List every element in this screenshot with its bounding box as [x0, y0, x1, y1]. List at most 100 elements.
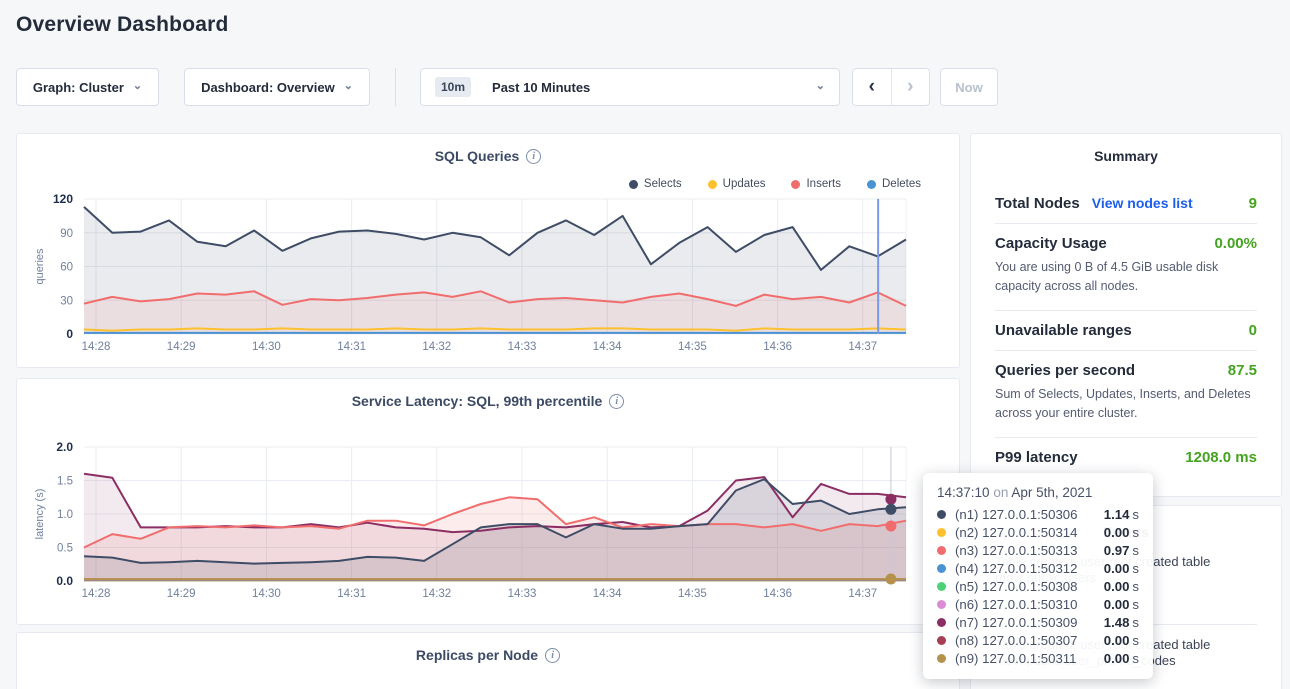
- chart-title: SQL Queries: [435, 148, 520, 164]
- summary-row-total-nodes: Total Nodes View nodes list 9: [995, 184, 1257, 223]
- svg-text:14:35: 14:35: [678, 341, 707, 353]
- capacity-value: 0.00%: [1214, 235, 1257, 252]
- svg-text:14:30: 14:30: [252, 588, 281, 600]
- unavailable-ranges-value: 0: [1249, 322, 1257, 339]
- chevron-down-icon: ⌄: [816, 81, 825, 92]
- summary-row-unavailable: Unavailable ranges 0: [995, 310, 1257, 350]
- view-nodes-list-link[interactable]: View nodes list: [1092, 195, 1193, 211]
- svg-text:14:30: 14:30: [252, 341, 281, 353]
- svg-text:14:37: 14:37: [848, 341, 877, 353]
- series-dot-icon: [937, 528, 946, 537]
- tooltip-row: (n2) 127.0.0.1:50314 0.00s: [937, 523, 1139, 541]
- series-dot-icon: [937, 546, 946, 555]
- tooltip-row: (n4) 127.0.0.1:50312 0.00s: [937, 559, 1139, 577]
- svg-text:14:31: 14:31: [337, 588, 366, 600]
- chart-hover-tooltip: 14:37:10 on Apr 5th, 2021 (n1) 127.0.0.1…: [923, 473, 1153, 679]
- svg-text:1.0: 1.0: [57, 509, 73, 521]
- summary-panel: Summary Total Nodes View nodes list 9 Ca…: [970, 133, 1282, 497]
- chart-title: Service Latency: SQL, 99th percentile: [352, 393, 603, 409]
- svg-text:14:34: 14:34: [593, 341, 622, 353]
- now-button[interactable]: Now: [940, 68, 998, 106]
- chart-title: Replicas per Node: [416, 647, 538, 663]
- qps-value: 87.5: [1228, 362, 1257, 379]
- unavailable-ranges-label: Unavailable ranges: [995, 322, 1132, 339]
- svg-text:0.5: 0.5: [57, 543, 73, 555]
- sql-queries-card: SQL Queries i Selects Updates Inserts Delet…: [16, 133, 960, 368]
- graph-scope-dropdown[interactable]: Graph: Cluster ⌄: [16, 68, 159, 106]
- legend-item-selects: Selects: [629, 178, 682, 190]
- svg-text:14:29: 14:29: [167, 588, 196, 600]
- time-range-picker[interactable]: 10m Past 10 Minutes ⌄: [420, 68, 840, 106]
- sql-queries-plot[interactable]: 030609012014:2814:2914:3014:3114:3214:33…: [17, 134, 961, 369]
- svg-text:queries: queries: [34, 248, 46, 285]
- chevron-down-icon: ⌄: [133, 81, 142, 92]
- svg-text:1.5: 1.5: [57, 476, 73, 488]
- info-icon[interactable]: i: [526, 149, 541, 164]
- svg-text:14:37: 14:37: [848, 588, 877, 600]
- svg-text:14:32: 14:32: [422, 341, 451, 353]
- legend-dot-icon: [629, 180, 638, 189]
- legend-item-inserts: Inserts: [791, 178, 841, 190]
- info-icon[interactable]: i: [545, 648, 560, 663]
- svg-text:latency (s): latency (s): [34, 489, 46, 540]
- svg-text:14:36: 14:36: [763, 341, 792, 353]
- summary-row-p99: P99 latency 1208.0 ms: [995, 437, 1257, 477]
- page-title: Overview Dashboard: [16, 13, 229, 37]
- series-dot-icon: [937, 510, 946, 519]
- capacity-label: Capacity Usage: [995, 235, 1107, 252]
- svg-text:14:28: 14:28: [82, 341, 111, 353]
- qps-description: Sum of Selects, Updates, Inserts, and De…: [995, 385, 1257, 424]
- graph-scope-label: Graph: Cluster: [33, 80, 124, 95]
- series-dot-icon: [937, 636, 946, 645]
- summary-title: Summary: [995, 148, 1257, 164]
- svg-text:14:33: 14:33: [508, 588, 537, 600]
- tooltip-timestamp: 14:37:10 on Apr 5th, 2021: [937, 485, 1139, 500]
- svg-text:14:33: 14:33: [508, 341, 537, 353]
- service-latency-plot[interactable]: 0.0 0.5 1.0 1.5 2.0 14:28 14:29 14:30 14:31 14:32…: [17, 379, 961, 626]
- tooltip-row: (n9) 127.0.0.1:50311 0.00s: [937, 649, 1139, 667]
- svg-text:0.0: 0.0: [56, 574, 73, 588]
- total-nodes-value: 9: [1249, 195, 1257, 212]
- tooltip-row: (n5) 127.0.0.1:50308 0.00s: [937, 577, 1139, 595]
- info-icon[interactable]: i: [609, 394, 624, 409]
- svg-text:14:31: 14:31: [337, 341, 366, 353]
- svg-text:14:34: 14:34: [593, 588, 622, 600]
- tooltip-row: (n6) 127.0.0.1:50310 0.00s: [937, 595, 1139, 613]
- legend-item-updates: Updates: [708, 178, 766, 190]
- toolbar-divider: [395, 68, 396, 106]
- legend-dot-icon: [708, 180, 717, 189]
- svg-text:14:32: 14:32: [422, 588, 451, 600]
- chevron-down-icon: ⌄: [344, 81, 353, 92]
- overview-dashboard-page: Overview Dashboard Graph: Cluster ⌄ Dash…: [0, 0, 1290, 689]
- p99-latency-label: P99 latency: [995, 449, 1078, 466]
- svg-text:120: 120: [53, 192, 73, 206]
- qps-label: Queries per second: [995, 362, 1135, 379]
- legend-item-deletes: Deletes: [867, 178, 921, 190]
- series-dot-icon: [937, 654, 946, 663]
- series-dot-icon: [937, 600, 946, 609]
- svg-text:14:35: 14:35: [678, 588, 707, 600]
- summary-row-capacity: Capacity Usage 0.00% You are using 0 B o…: [995, 223, 1257, 310]
- total-nodes-label: Total Nodes: [995, 195, 1080, 212]
- svg-text:0: 0: [66, 327, 73, 341]
- svg-text:2.0: 2.0: [56, 440, 73, 454]
- time-range-label: Past 10 Minutes: [492, 80, 590, 95]
- replicas-per-node-card: Replicas per Node i: [16, 632, 960, 689]
- prev-range-button[interactable]: ‹: [853, 69, 892, 105]
- svg-text:30: 30: [60, 295, 73, 307]
- series-dot-icon: [937, 582, 946, 591]
- summary-row-qps: Queries per second 87.5 Sum of Selects, …: [995, 350, 1257, 437]
- legend-dot-icon: [791, 180, 800, 189]
- service-latency-card: Service Latency: SQL, 99th percentile i …: [16, 378, 960, 625]
- tooltip-row: (n7) 127.0.0.1:50309 1.48s: [937, 613, 1139, 631]
- series-dot-icon: [937, 618, 946, 627]
- svg-text:14:28: 14:28: [82, 588, 111, 600]
- tooltip-row: (n3) 127.0.0.1:50313 0.97s: [937, 541, 1139, 559]
- dashboard-dropdown[interactable]: Dashboard: Overview ⌄: [184, 68, 370, 106]
- svg-text:14:36: 14:36: [763, 588, 792, 600]
- tooltip-row: (n8) 127.0.0.1:50307 0.00s: [937, 631, 1139, 649]
- tooltip-row: (n1) 127.0.0.1:50306 1.14s: [937, 505, 1139, 523]
- time-range-badge: 10m: [435, 77, 471, 97]
- chart-legend: Selects Updates Inserts Deletes: [629, 178, 921, 190]
- next-range-button[interactable]: ›: [892, 69, 930, 105]
